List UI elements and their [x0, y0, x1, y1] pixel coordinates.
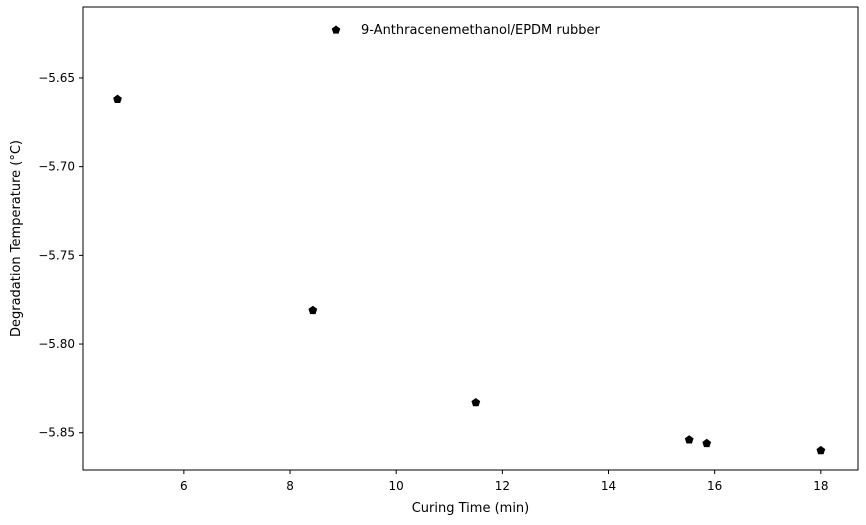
- legend-label: 9-Anthracenemethanol/EPDM rubber: [361, 23, 600, 38]
- x-axis-label: Curing Time (min): [412, 501, 530, 516]
- plot-area: [82, 6, 859, 471]
- y-axis-label: Degradation Temperature (°C): [9, 140, 24, 337]
- y-tick-label: −5.85: [38, 426, 75, 440]
- x-tick-label: 8: [286, 479, 294, 493]
- legend-marker-pentagon-icon: [331, 25, 341, 34]
- y-tick-label: −5.65: [38, 71, 75, 85]
- x-tick-label: 18: [813, 479, 828, 493]
- x-tick-label: 12: [495, 479, 510, 493]
- y-tick-label: −5.75: [38, 248, 75, 262]
- axis-ticks: 6 8 10 12 14 16 18 −5.65 −5.70 −5.75 −5.80 −5.85: [38, 71, 828, 493]
- x-tick-label: 14: [601, 479, 616, 493]
- data-point: [816, 445, 826, 455]
- legend: 9-Anthracenemethanol/EPDM rubber: [331, 23, 600, 38]
- data-point: [471, 397, 481, 407]
- data-point: [684, 435, 694, 444]
- data-point: [113, 94, 122, 103]
- x-tick-label: 16: [707, 479, 722, 493]
- data-point: [308, 305, 318, 315]
- x-tick-label: 10: [389, 479, 404, 493]
- y-tick-label: −5.80: [38, 337, 75, 351]
- x-tick-label: 6: [180, 479, 188, 493]
- y-tick-label: −5.70: [38, 160, 75, 174]
- data-points: [113, 94, 826, 455]
- data-point: [702, 438, 712, 448]
